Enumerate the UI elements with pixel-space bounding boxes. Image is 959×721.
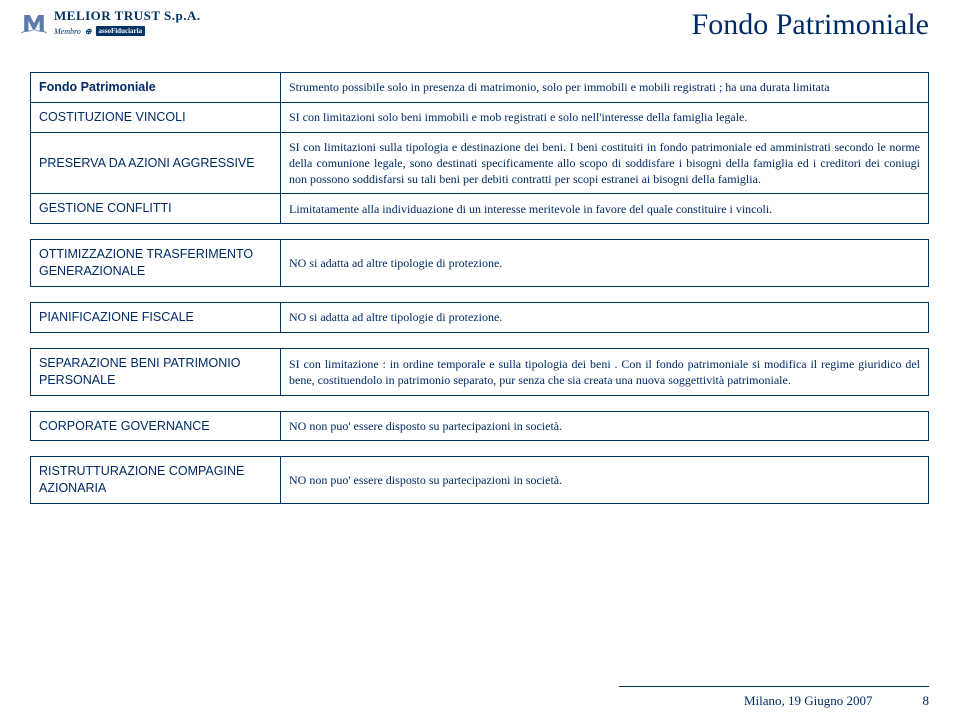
main-table: Fondo PatrimonialeStrumento possibile so… (30, 72, 929, 504)
row-value: NO si adatta ad altre tipologie di prote… (281, 302, 929, 332)
table-row (31, 441, 929, 457)
row-label: PIANIFICAZIONE FISCALE (31, 302, 281, 332)
row-label: GESTIONE CONFLITTI (31, 194, 281, 224)
footer-location-date: Milano, 19 Giugno 2007 (744, 693, 873, 709)
page-number: 8 (923, 693, 930, 709)
row-label: Fondo Patrimoniale (31, 73, 281, 103)
content: Fondo PatrimonialeStrumento possibile so… (0, 42, 959, 504)
row-value: SI con limitazioni sulla tipologia e des… (281, 132, 929, 194)
table-row: CORPORATE GOVERNANCENO non puo' essere d… (31, 411, 929, 441)
header: MELIOR TRUST S.p.A. Membro ⊕ assoFiducia… (0, 0, 959, 42)
table-row (31, 286, 929, 302)
table-row (31, 224, 929, 240)
logo-area: MELIOR TRUST S.p.A. Membro ⊕ assoFiducia… (20, 8, 201, 36)
footer-line (619, 686, 929, 687)
row-label: CORPORATE GOVERNANCE (31, 411, 281, 441)
logo-icon (20, 8, 48, 36)
membro-label: Membro (54, 27, 81, 36)
table-row: RISTRUTTURAZIONE COMPAGINE AZIONARIA NO … (31, 457, 929, 504)
table-row: OTTIMIZZAZIONE TRASFERIMENTO GENERAZIONA… (31, 240, 929, 287)
row-value: NO si adatta ad altre tipologie di prote… (281, 240, 929, 287)
row-value: SI con limitazioni solo beni immobili e … (281, 102, 929, 132)
membro-badge: assoFiduciaria (96, 26, 146, 36)
table-row (31, 395, 929, 411)
table-row: PRESERVA DA AZIONI AGGRESSIVESI con limi… (31, 132, 929, 194)
company-text-block: MELIOR TRUST S.p.A. Membro ⊕ assoFiducia… (54, 8, 201, 36)
row-label: OTTIMIZZAZIONE TRASFERIMENTO GENERAZIONA… (31, 240, 281, 287)
table-row: COSTITUZIONE VINCOLISI con limitazioni s… (31, 102, 929, 132)
row-value: NO non puo' essere disposto su partecipa… (281, 457, 929, 504)
row-label: RISTRUTTURAZIONE COMPAGINE AZIONARIA (31, 457, 281, 504)
spacer-cell (31, 224, 929, 240)
row-value: NO non puo' essere disposto su partecipa… (281, 411, 929, 441)
company-name: MELIOR TRUST S.p.A. (54, 8, 201, 24)
table-row (31, 332, 929, 348)
footer: Milano, 19 Giugno 2007 8 (744, 693, 929, 709)
page-title: Fondo Patrimoniale (692, 8, 929, 42)
spacer-cell (31, 332, 929, 348)
row-label: PRESERVA DA AZIONI AGGRESSIVE (31, 132, 281, 194)
row-value: Strumento possibile solo in presenza di … (281, 73, 929, 103)
row-value: Limitatamente alla individuazione di un … (281, 194, 929, 224)
row-label: COSTITUZIONE VINCOLI (31, 102, 281, 132)
table-row: Fondo PatrimonialeStrumento possibile so… (31, 73, 929, 103)
row-label: SEPARAZIONE BENI PATRIMONIO PERSONALE (31, 348, 281, 395)
spacer-cell (31, 286, 929, 302)
membro-line: Membro ⊕ assoFiduciaria (54, 26, 201, 36)
spacer-cell (31, 441, 929, 457)
table-row: SEPARAZIONE BENI PATRIMONIO PERSONALESI … (31, 348, 929, 395)
row-value: SI con limitazione : in ordine temporale… (281, 348, 929, 395)
table-row: PIANIFICAZIONE FISCALE NO si adatta ad a… (31, 302, 929, 332)
spacer-cell (31, 395, 929, 411)
table-row: GESTIONE CONFLITTILimitatamente alla ind… (31, 194, 929, 224)
